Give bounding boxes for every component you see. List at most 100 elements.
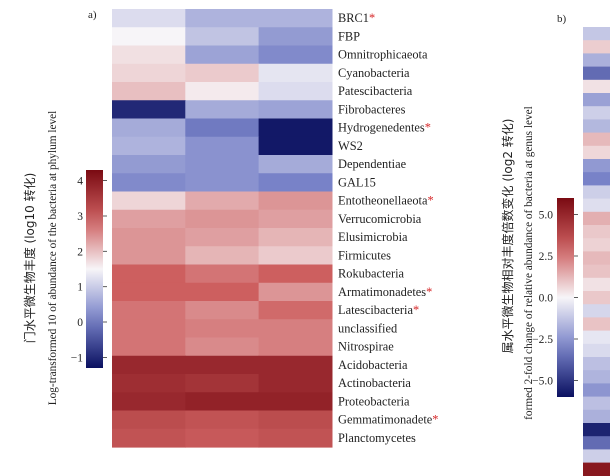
heatmap-cell-23-3 [258,410,333,430]
heatmap-cell-4-1 [112,63,186,83]
heatmap-cell-24-1 [112,428,186,448]
heatmap-cell-21-1 [112,374,186,393]
row-label: Firmicutes [338,248,391,262]
heatmap-cell-3-1 [112,45,186,65]
heatmap-cell-18-3 [258,319,333,339]
heatmap-cell-13-1 [112,228,186,247]
heatmap-cell-24 [583,330,610,345]
heatmap-cell-1 [583,27,610,41]
heatmap-cell-20-1 [112,355,186,375]
row-label: Rokubacteria [338,267,405,281]
panel-a-ylabel-cn: 门水平微生物丰度 (log10 转化) [22,173,37,344]
heatmap-cell-8 [583,119,610,134]
panel-a-ylabel-en: Log-transformed 10 of abundance of the b… [47,111,59,406]
colorbar-tick-label: 1 [77,282,83,294]
heatmap-cell-33 [583,449,610,464]
heatmap-cell-24-2 [185,428,260,448]
heatmap-cell-10-1 [112,173,186,193]
heatmap-cell-23-1 [112,410,186,430]
heatmap-cell-18-2 [185,319,260,339]
row-label: Patescibacteria [338,84,413,98]
heatmap-cell-22 [583,304,610,318]
heatmap-cell-19-3 [258,337,333,357]
heatmap-cell-21-2 [185,374,260,393]
row-label: Latescibacteria* [338,303,419,317]
colorbar-tick-label: 3 [77,211,83,223]
colorbar-tick-label: 0 [77,317,83,329]
heatmap-cell-4-2 [185,63,260,83]
heatmap-cell-6 [583,93,610,107]
row-label: Verrucomicrobia [338,212,422,226]
heatmap-cell-5-3 [258,82,333,101]
heatmap-cell-14-1 [112,246,186,266]
heatmap-cell-17-1 [112,301,186,320]
row-label: Dependentiae [338,157,407,171]
heatmap-cell-12-1 [112,209,186,229]
heatmap-cell-29 [583,396,610,411]
heatmap-cell-3-3 [258,45,333,65]
heatmap-cell-19-2 [185,337,260,357]
heatmap-cell-17-2 [185,301,260,320]
colorbar-tick-label: −1 [71,352,83,364]
heatmap-cell-13-2 [185,228,260,247]
heatmap-cell-18-1 [112,319,186,339]
heatmap-cell-2-3 [258,27,333,47]
heatmap-cell-15-2 [185,264,260,284]
significance-star: * [427,194,433,208]
significance-star: * [432,413,438,427]
heatmap-cell-22-2 [185,392,260,412]
colorbar-tick-label: −2.5 [532,334,553,346]
heatmap-cell-1-1 [112,9,186,28]
panel-b: b) 属水平微生物相对丰度倍数变化 (log2 转化) formed 2-fol… [500,13,610,476]
heatmap-cell-16-3 [258,282,333,302]
heatmap-cell-16 [583,225,610,239]
heatmap-cell-28 [583,383,610,398]
panel-a-heatmap [112,9,333,448]
row-label: GAL15 [338,175,376,189]
heatmap-cell-10 [583,145,610,160]
heatmap-cell-26 [583,357,610,371]
heatmap-cell-15 [583,211,610,226]
heatmap-cell-2-1 [112,27,186,47]
panel-b-colorbar-ticks: 5.0 2.5 0.0 −2.5 −5.0 [532,210,578,387]
colorbar-tick-label: 4 [77,176,83,188]
heatmap-cell-10-2 [185,173,260,193]
heatmap-cell-7 [583,106,610,120]
row-label: unclassified [338,321,398,335]
heatmap-cell-7-2 [185,118,260,138]
heatmap-cell-5-1 [112,82,186,101]
heatmap-cell-17-3 [258,301,333,320]
row-label: Hydrogenedentes* [338,121,431,135]
heatmap-cell-24-3 [258,428,333,448]
heatmap-cell-16-2 [185,282,260,302]
colorbar-tick-label: 0.0 [539,293,554,305]
heatmap-cell-13 [583,185,610,200]
row-label: Actinobacteria [338,376,411,390]
heatmap-cell-1-3 [258,9,333,28]
heatmap-cell-31 [583,423,610,437]
heatmap-cell-13-3 [258,228,333,247]
panel-b-ylabel-en: formed 2-fold change of relative abundan… [523,106,535,420]
heatmap-cell-6-1 [112,100,186,120]
panel-a-row-labels: BRC1* FBP Omnitrophicaeota Cyanobacteria Pat… [338,11,438,445]
row-label: Elusimicrobia [338,230,408,244]
significance-star: * [369,11,375,25]
colorbar-tick-label: 2.5 [539,251,554,263]
row-label: Cyanobacteria [338,66,410,80]
heatmap-cell-15-3 [258,264,333,284]
colorbar-tick-label: 2 [77,246,83,258]
row-label: Omnitrophicaeota [338,48,428,62]
panel-a-label: a) [88,9,97,21]
panel-a: a) BRC1* FBP Omnitrophicaeota Cyanobacteria… [22,9,438,448]
heatmap-cell-9-1 [112,155,186,174]
heatmap-cell-8-1 [112,136,186,156]
row-label: Acidobacteria [338,358,408,372]
heatmap-cell-6-3 [258,100,333,120]
heatmap-cell-7-1 [112,118,186,138]
heatmap-cell-2 [583,40,610,54]
heatmap-cell-23-2 [185,410,260,430]
heatmap-cell-8-3 [258,136,333,156]
heatmap-cell-34 [583,462,610,476]
row-label: Gemmatimonadete* [338,413,438,427]
colorbar-tick-label: 5.0 [539,210,554,222]
